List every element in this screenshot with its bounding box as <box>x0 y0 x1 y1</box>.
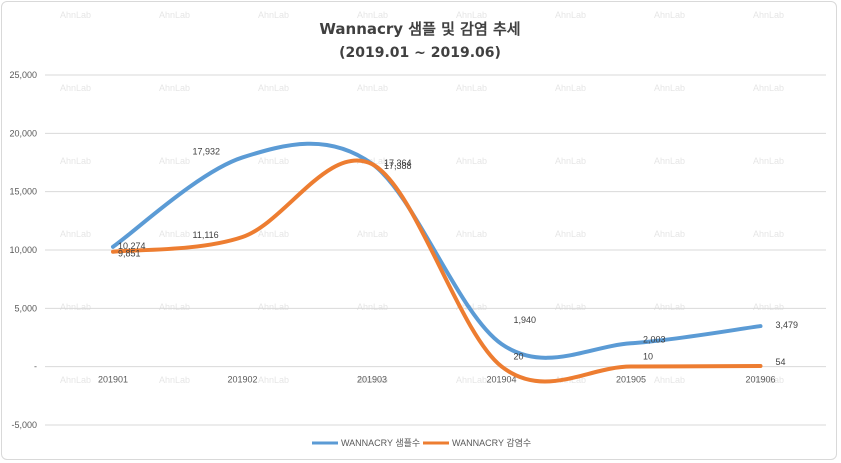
y-tick-label: 5,000 <box>14 303 37 313</box>
watermark-text: AhnLab <box>357 229 388 239</box>
chart-title: Wannacry 샘플 및 감염 추세 <box>319 20 520 38</box>
watermark-text: AhnLab <box>258 302 289 312</box>
data-label-infections: 10 <box>643 352 653 362</box>
watermark-text: AhnLab <box>159 375 190 385</box>
watermark-text: AhnLab <box>60 156 91 166</box>
watermark-text: AhnLab <box>159 10 190 20</box>
watermark-text: AhnLab <box>159 302 190 312</box>
data-label-infections: 20 <box>514 351 524 361</box>
data-label-infections: 9,851 <box>118 249 141 259</box>
watermark-text: AhnLab <box>555 229 586 239</box>
watermark-text: AhnLab <box>357 302 388 312</box>
watermark-text: AhnLab <box>159 83 190 93</box>
data-label-samples: 17,388 <box>384 161 412 171</box>
watermark-text: AhnLab <box>258 156 289 166</box>
legend-label-samples: WANNACRY 샘플수 <box>341 438 420 448</box>
data-label-infections: 11,116 <box>193 230 219 240</box>
watermark-text: AhnLab <box>753 83 784 93</box>
y-tick-label: - <box>34 362 37 372</box>
watermark-text: AhnLab <box>456 83 487 93</box>
y-tick-label: 20,000 <box>9 128 37 138</box>
watermark-text: AhnLab <box>357 375 388 385</box>
series-line-samples <box>111 141 763 360</box>
watermark-text: AhnLab <box>456 10 487 20</box>
watermark-text: AhnLab <box>654 83 685 93</box>
watermark-text: AhnLab <box>60 83 91 93</box>
watermark-text: AhnLab <box>654 302 685 312</box>
watermark-text: AhnLab <box>60 10 91 20</box>
watermark-text: AhnLab <box>258 10 289 20</box>
x-tick-label: 201902 <box>227 375 257 385</box>
x-tick-label: 201905 <box>616 375 646 385</box>
watermark-text: AhnLab <box>60 302 91 312</box>
watermark-text: AhnLab <box>654 229 685 239</box>
gridlines <box>45 74 826 426</box>
x-tick-label: 201904 <box>486 375 516 385</box>
watermark-text: AhnLab <box>60 375 91 385</box>
watermark-text: AhnLab <box>654 10 685 20</box>
watermark-layer: AhnLab AhnLab AhnLab AhnLab AhnLab AhnLab AhnL… <box>60 10 784 385</box>
watermark-text: AhnLab <box>753 375 784 385</box>
watermark-text: AhnLab <box>753 302 784 312</box>
watermark-text: AhnLab <box>357 10 388 20</box>
watermark-text: AhnLab <box>456 375 487 385</box>
x-tick-label: 201901 <box>98 375 128 385</box>
y-tick-label: -5,000 <box>11 420 37 430</box>
watermark-text: AhnLab <box>456 156 487 166</box>
data-label-samples: 2,003 <box>643 334 666 344</box>
watermark-text: AhnLab <box>753 156 784 166</box>
y-tick-label: 15,000 <box>9 187 37 197</box>
watermark-text: AhnLab <box>258 375 289 385</box>
data-label-samples: 17,932 <box>193 146 221 156</box>
watermark-text: AhnLab <box>456 229 487 239</box>
watermark-text: AhnLab <box>258 83 289 93</box>
watermark-text: AhnLab <box>555 302 586 312</box>
y-tick-label: 25,000 <box>9 70 37 80</box>
data-label-infections: 54 <box>776 357 786 367</box>
watermark-text: AhnLab <box>753 229 784 239</box>
watermark-text: AhnLab <box>357 83 388 93</box>
watermark-text: AhnLab <box>357 156 388 166</box>
legend-label-infections: WANNACRY 감염수 <box>452 437 531 448</box>
chart-subtitle: (2019.01 ~ 2019.06) <box>339 45 501 61</box>
watermark-text: AhnLab <box>456 302 487 312</box>
watermark-text: AhnLab <box>159 156 190 166</box>
watermark-text: AhnLab <box>159 229 190 239</box>
watermark-text: AhnLab <box>258 229 289 239</box>
series-line-infections <box>111 158 763 384</box>
watermark-text: AhnLab <box>654 156 685 166</box>
watermark-text: AhnLab <box>60 229 91 239</box>
watermark-text: AhnLab <box>654 375 685 385</box>
series-lines <box>111 141 763 384</box>
legend: WANNACRY 샘플수 WANNACRY 감염수 <box>312 437 531 448</box>
x-tick-label: 201903 <box>357 375 387 385</box>
data-label-samples: 10,274 <box>118 241 146 251</box>
y-tick-label: 10,000 <box>9 245 37 255</box>
data-label-infections: 17,364 <box>384 158 412 168</box>
data-labels: 10,274 17,932 17,388 1,940 2,003 3,479 9,851 11… <box>118 146 798 367</box>
watermark-text: AhnLab <box>555 83 586 93</box>
x-tick-label: 201906 <box>745 375 775 385</box>
data-label-samples: 3,479 <box>776 320 799 330</box>
data-label-samples: 1,940 <box>514 315 537 325</box>
watermark-text: AhnLab <box>753 10 784 20</box>
watermark-text: AhnLab <box>555 156 586 166</box>
watermark-text: AhnLab <box>555 10 586 20</box>
x-axis-ticks: 201901 201902 201903 201904 201905 201906 <box>98 375 776 385</box>
